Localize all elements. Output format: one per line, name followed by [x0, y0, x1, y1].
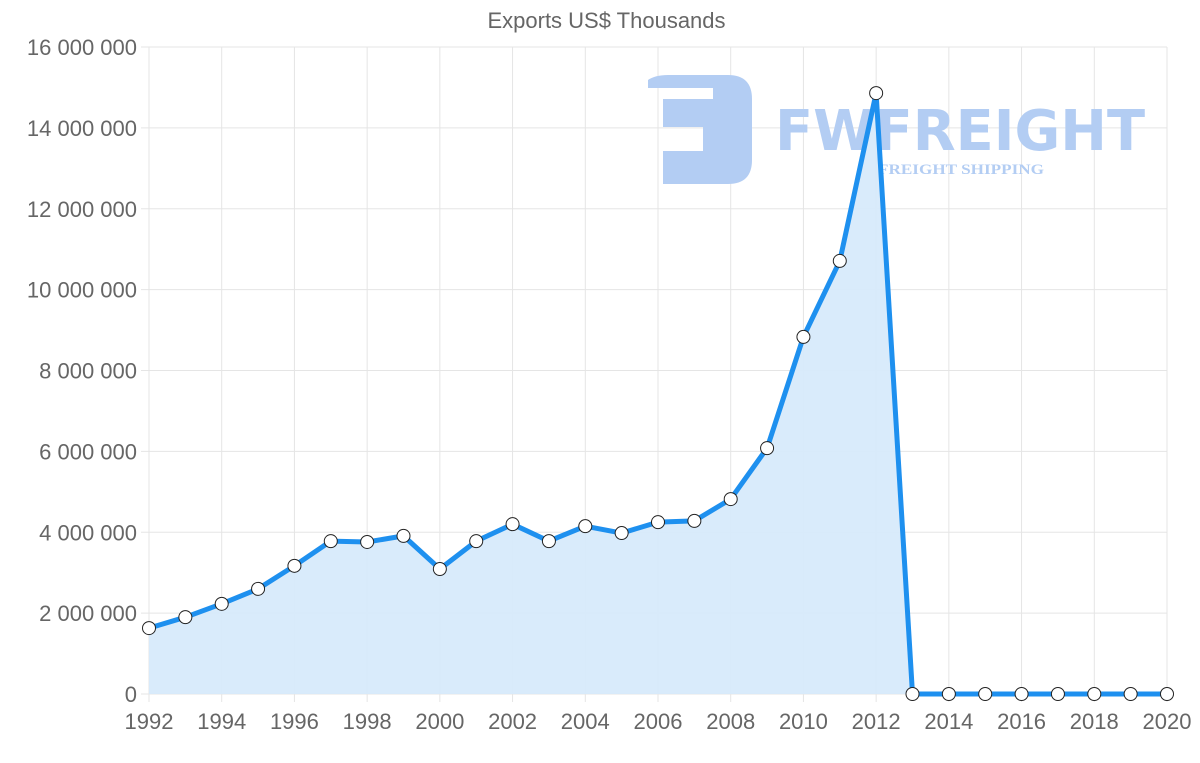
watermark-tagline: FREIGHT SHIPPING — [878, 162, 1044, 178]
data-point-2005[interactable] — [614, 526, 629, 541]
x-tick-label: 1994 — [197, 709, 246, 734]
x-tick-label: 1998 — [343, 709, 392, 734]
data-point-2017[interactable] — [1050, 687, 1065, 701]
x-tick-label: 1992 — [125, 709, 174, 734]
data-point-2014[interactable] — [941, 687, 956, 701]
data-point-2008[interactable] — [723, 492, 738, 507]
x-tick-label: 1996 — [270, 709, 319, 734]
x-tick-label: 2010 — [779, 709, 828, 734]
data-point-2013[interactable] — [905, 687, 920, 701]
y-tick-label: 8 000 000 — [39, 359, 137, 384]
y-tick-label: 6 000 000 — [39, 439, 137, 464]
x-tick-label: 2006 — [634, 709, 683, 734]
data-point-1992[interactable] — [142, 621, 156, 636]
data-point-1998[interactable] — [360, 534, 375, 549]
y-tick-label: 12 000 000 — [27, 197, 137, 222]
area-fill — [149, 93, 1167, 695]
data-point-2011[interactable] — [832, 253, 847, 268]
x-tick-label: 2018 — [1070, 709, 1119, 734]
data-point-2009[interactable] — [760, 441, 775, 456]
y-tick-label: 16 000 000 — [27, 35, 137, 60]
data-point-2002[interactable] — [505, 517, 520, 532]
x-tick-label: 2000 — [415, 709, 464, 734]
chart-title: Exports US$ Thousands — [487, 8, 726, 33]
data-point-2019[interactable] — [1123, 687, 1138, 701]
x-tick-label: 2014 — [924, 709, 973, 734]
data-point-1993[interactable] — [178, 610, 193, 625]
data-point-1994[interactable] — [214, 596, 229, 611]
y-axis: 0 2 000 000 4 000 000 6 000 000 8 000 000 10 … — [27, 35, 137, 707]
x-tick-label: 2016 — [997, 709, 1046, 734]
y-tick-label: 0 — [125, 682, 137, 707]
data-points — [142, 86, 1174, 701]
watermark-brand: FWFREIGHT — [775, 99, 1145, 164]
y-tick-label: 10 000 000 — [27, 278, 137, 303]
data-point-1999[interactable] — [396, 528, 411, 543]
x-tick-label: 2012 — [852, 709, 901, 734]
data-point-2004[interactable] — [578, 519, 593, 534]
data-point-2012[interactable] — [869, 86, 884, 101]
data-point-1997[interactable] — [323, 534, 338, 549]
data-point-2003[interactable] — [541, 534, 556, 549]
data-point-2006[interactable] — [651, 515, 665, 530]
fwfreight-logo-icon — [648, 75, 752, 184]
data-point-2001[interactable] — [469, 534, 484, 549]
x-axis: 1992 1994 1996 1998 2000 2002 2004 2006 2008 2010… — [125, 709, 1192, 734]
data-point-2020[interactable] — [1160, 687, 1174, 701]
data-point-2010[interactable] — [796, 329, 811, 344]
data-point-2007[interactable] — [687, 513, 702, 528]
x-tick-label: 2020 — [1143, 709, 1192, 734]
x-tick-label: 2004 — [561, 709, 610, 734]
fwfreight-watermark: FWFREIGHT FREIGHT SHIPPING — [648, 75, 1145, 184]
y-tick-label: 2 000 000 — [39, 601, 137, 626]
data-point-1996[interactable] — [287, 558, 302, 573]
y-tick-label: 14 000 000 — [27, 116, 137, 141]
data-point-2015[interactable] — [978, 687, 993, 701]
data-point-2016[interactable] — [1014, 687, 1029, 701]
x-tick-label: 2008 — [706, 709, 755, 734]
data-point-2018[interactable] — [1087, 687, 1102, 701]
data-point-2000[interactable] — [432, 562, 447, 577]
x-tick-label: 2002 — [488, 709, 537, 734]
data-point-1995[interactable] — [251, 581, 266, 596]
y-tick-label: 4 000 000 — [39, 520, 137, 545]
